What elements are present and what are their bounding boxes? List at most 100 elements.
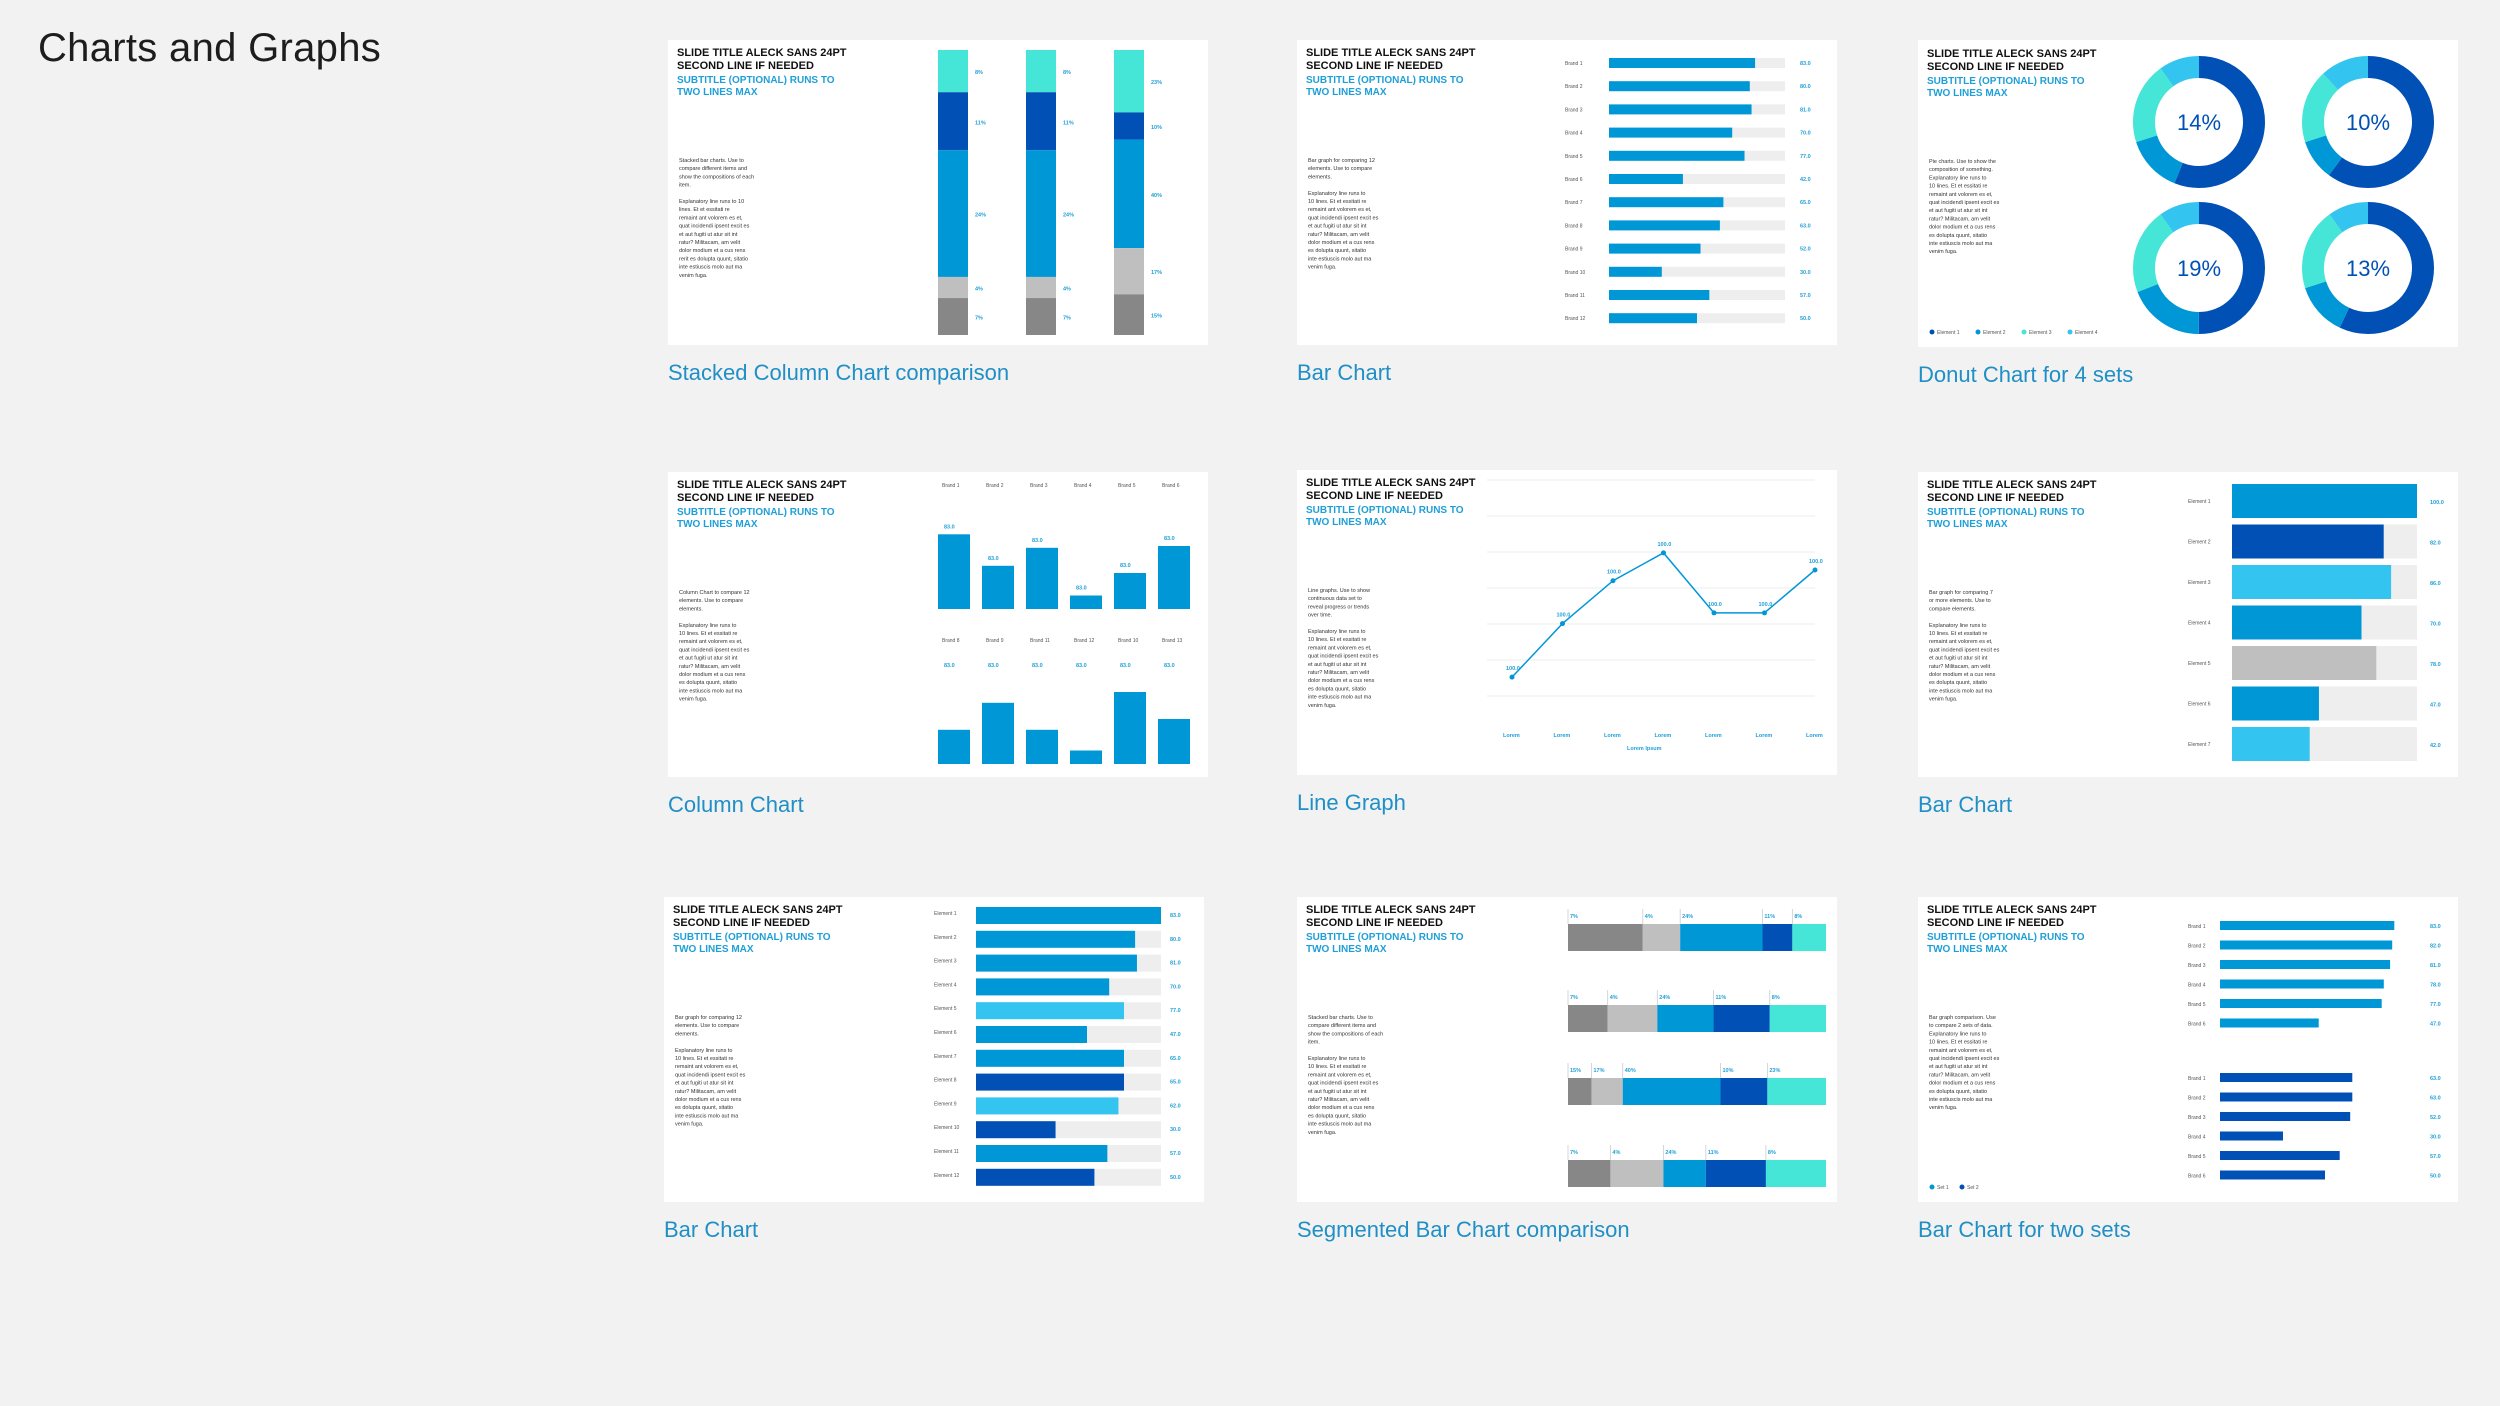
slide-thumbnail[interactable]: SLIDE TITLE ALECK SANS 24PT SECOND LINE I… bbox=[1918, 897, 2458, 1202]
slide-thumbnail[interactable]: SLIDE TITLE ALECK SANS 24PT SECOND LINE I… bbox=[668, 472, 1208, 777]
slide-thumbnail[interactable]: SLIDE TITLE ALECK SANS 24PT SECOND LINE I… bbox=[1918, 472, 2458, 777]
bar-category-label: Element 6 bbox=[2188, 702, 2211, 708]
body-text-line: dolor modium et a cus rens bbox=[679, 248, 746, 254]
bar-category-label: Brand 12 bbox=[1565, 316, 1586, 322]
column bbox=[938, 729, 970, 764]
bar-category-label: Element 1 bbox=[934, 911, 957, 917]
bar-category-label: Element 5 bbox=[934, 1006, 957, 1012]
body-text-line: compare elements. bbox=[1929, 606, 1976, 612]
column bbox=[1026, 547, 1058, 609]
chart-card[interactable]: SLIDE TITLE ALECK SANS 24PT SECOND LINE I… bbox=[1918, 897, 2458, 1247]
card-label[interactable]: Segmented Bar Chart comparison bbox=[1297, 1217, 1630, 1242]
bar bbox=[2232, 686, 2319, 721]
stacked-segment bbox=[1114, 139, 1144, 249]
body-text-line: 10 lines. Et et essitati re bbox=[1929, 631, 1987, 637]
column bbox=[938, 534, 970, 609]
segment-label: 11% bbox=[1063, 120, 1074, 126]
column-value-label: 83.0 bbox=[1164, 536, 1175, 542]
chart-card[interactable]: SLIDE TITLE ALECK SANS 24PT SECOND LINE I… bbox=[668, 472, 1208, 822]
slide-thumbnail[interactable]: SLIDE TITLE ALECK SANS 24PT SECOND LINE I… bbox=[1918, 40, 2458, 347]
card-label[interactable]: Line Graph bbox=[1297, 790, 1406, 815]
bar-value-label: 50.0 bbox=[2430, 1174, 2441, 1180]
segment-label: 15% bbox=[1151, 314, 1162, 320]
card-label[interactable]: Bar Chart bbox=[664, 1217, 759, 1242]
chart-card[interactable]: SLIDE TITLE ALECK SANS 24PT SECOND LINE I… bbox=[1297, 470, 1837, 820]
body-text-line: venim fuga. bbox=[1929, 1105, 1958, 1111]
body-text-line: ratur? Militacam, am velit bbox=[1308, 1097, 1370, 1103]
body-text-line: 10 lines. Et et essitati re bbox=[675, 1056, 733, 1062]
bar-value-label: 77.0 bbox=[1800, 154, 1811, 160]
segment-label: 23% bbox=[1151, 80, 1162, 86]
bar-value-label: 30.0 bbox=[1170, 1127, 1181, 1133]
bar-value-label: 47.0 bbox=[2430, 703, 2441, 709]
bar-category-label: Brand 3 bbox=[2188, 963, 2206, 969]
card-label[interactable]: Donut Chart for 4 sets bbox=[1918, 362, 2134, 387]
slide-thumbnail[interactable]: SLIDE TITLE ALECK SANS 24PT SECOND LINE I… bbox=[1297, 897, 1837, 1202]
card-label[interactable]: Bar Chart bbox=[1297, 360, 1392, 385]
chart-card[interactable]: SLIDE TITLE ALECK SANS 24PT SECOND LINE I… bbox=[1918, 472, 2458, 822]
body-text-line: 10 lines. Et et essitati re bbox=[1308, 199, 1366, 205]
card-label[interactable]: Stacked Column Chart comparison bbox=[668, 360, 1010, 385]
chart-card[interactable]: SLIDE TITLE ALECK SANS 24PT SECOND LINE I… bbox=[664, 897, 1204, 1247]
slide-thumbnail[interactable]: SLIDE TITLE ALECK SANS 24PT SECOND LINE I… bbox=[1297, 40, 1837, 345]
chart-card[interactable]: SLIDE TITLE ALECK SANS 24PT SECOND LINE I… bbox=[668, 40, 1208, 390]
stacked-segment bbox=[938, 276, 968, 299]
column-category-label: Brand 10 bbox=[1118, 638, 1139, 644]
stacked-segment bbox=[938, 50, 968, 93]
bar bbox=[2220, 1131, 2283, 1141]
column-value-label: 83.0 bbox=[944, 663, 955, 669]
column-value-label: 83.0 bbox=[1032, 663, 1043, 669]
body-text-line: et aut fugiti ut atur sit int bbox=[679, 232, 738, 238]
bar-category-label: Brand 7 bbox=[1565, 200, 1583, 206]
body-text-line: ratur? Militacam, am velit bbox=[1929, 216, 1991, 222]
slide-thumbnail[interactable]: SLIDE TITLE ALECK SANS 24PT SECOND LINE I… bbox=[668, 40, 1208, 345]
bar-category-label: Brand 5 bbox=[2188, 1002, 2206, 1008]
point-value-label: 100.0 bbox=[1809, 559, 1823, 565]
segment-label: 11% bbox=[975, 120, 986, 126]
bar-category-label: Element 3 bbox=[2188, 580, 2211, 586]
donut-slice bbox=[2133, 202, 2265, 334]
stacked-segment bbox=[938, 298, 968, 335]
stacked-segment bbox=[1114, 50, 1144, 113]
legend-dot bbox=[1959, 1184, 1965, 1190]
bar bbox=[976, 1049, 1124, 1067]
chart-card[interactable]: SLIDE TITLE ALECK SANS 24PT SECOND LINE I… bbox=[1297, 897, 1837, 1247]
body-text-line: elements. bbox=[679, 606, 703, 612]
body-text-line: quat incidendi ipsent excit es bbox=[1308, 1081, 1379, 1087]
body-text-line: 10 lines. Et et essitati re bbox=[1929, 184, 1987, 190]
slide-thumbnail[interactable]: SLIDE TITLE ALECK SANS 24PT SECOND LINE I… bbox=[664, 897, 1204, 1202]
slide-subtitle-line2: TWO LINES MAX bbox=[677, 519, 758, 530]
bar-category-label: Brand 11 bbox=[1565, 293, 1585, 299]
card-label[interactable]: Bar Chart for two sets bbox=[1918, 1217, 2131, 1242]
chart-card[interactable]: SLIDE TITLE ALECK SANS 24PT SECOND LINE I… bbox=[1297, 40, 1837, 390]
donut-center-label: 14% bbox=[2177, 110, 2221, 135]
bar-category-label: Brand 8 bbox=[1565, 223, 1583, 229]
line-point bbox=[1560, 621, 1565, 627]
bar bbox=[2232, 727, 2310, 761]
slide-title: SLIDE TITLE ALECK SANS 24PT bbox=[1306, 477, 1476, 489]
bar bbox=[1609, 266, 1662, 277]
bar-category-label: Element 7 bbox=[2188, 742, 2211, 748]
stacked-segment bbox=[1026, 150, 1056, 277]
body-text-line: venim fuga. bbox=[675, 1122, 704, 1128]
card-label[interactable]: Column Chart bbox=[668, 792, 804, 817]
slide-title: SLIDE TITLE ALECK SANS 24PT bbox=[1927, 904, 2097, 916]
body-text-line: Explanatory line runs to bbox=[1929, 1031, 1986, 1037]
column-value-label: 83.0 bbox=[1032, 538, 1043, 544]
chart-card[interactable]: SLIDE TITLE ALECK SANS 24PT SECOND LINE I… bbox=[1918, 40, 2458, 390]
legend-dot bbox=[1929, 1184, 1935, 1190]
bar-value-label: 82.0 bbox=[2430, 944, 2441, 950]
bar bbox=[1609, 150, 1745, 161]
bar-category-label: Brand 5 bbox=[1565, 154, 1583, 160]
slide-thumbnail[interactable]: SLIDE TITLE ALECK SANS 24PT SECOND LINE I… bbox=[1297, 470, 1837, 775]
body-text-line: Explanatory line runs to bbox=[1929, 623, 1986, 629]
card-label[interactable]: Bar Chart bbox=[1918, 792, 2013, 817]
body-text-line: 10 lines. Et et essitati re bbox=[1308, 1064, 1366, 1070]
body-text-line: 10 lines. Et et essitati re bbox=[679, 631, 737, 637]
bar bbox=[2220, 1018, 2319, 1028]
bar-category-label: Element 4 bbox=[2188, 621, 2211, 627]
bar-category-label: Element 5 bbox=[2188, 661, 2211, 667]
